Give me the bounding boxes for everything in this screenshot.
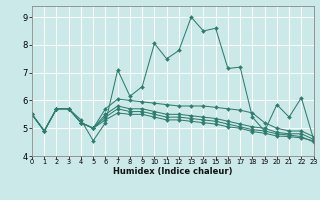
X-axis label: Humidex (Indice chaleur): Humidex (Indice chaleur)	[113, 167, 233, 176]
